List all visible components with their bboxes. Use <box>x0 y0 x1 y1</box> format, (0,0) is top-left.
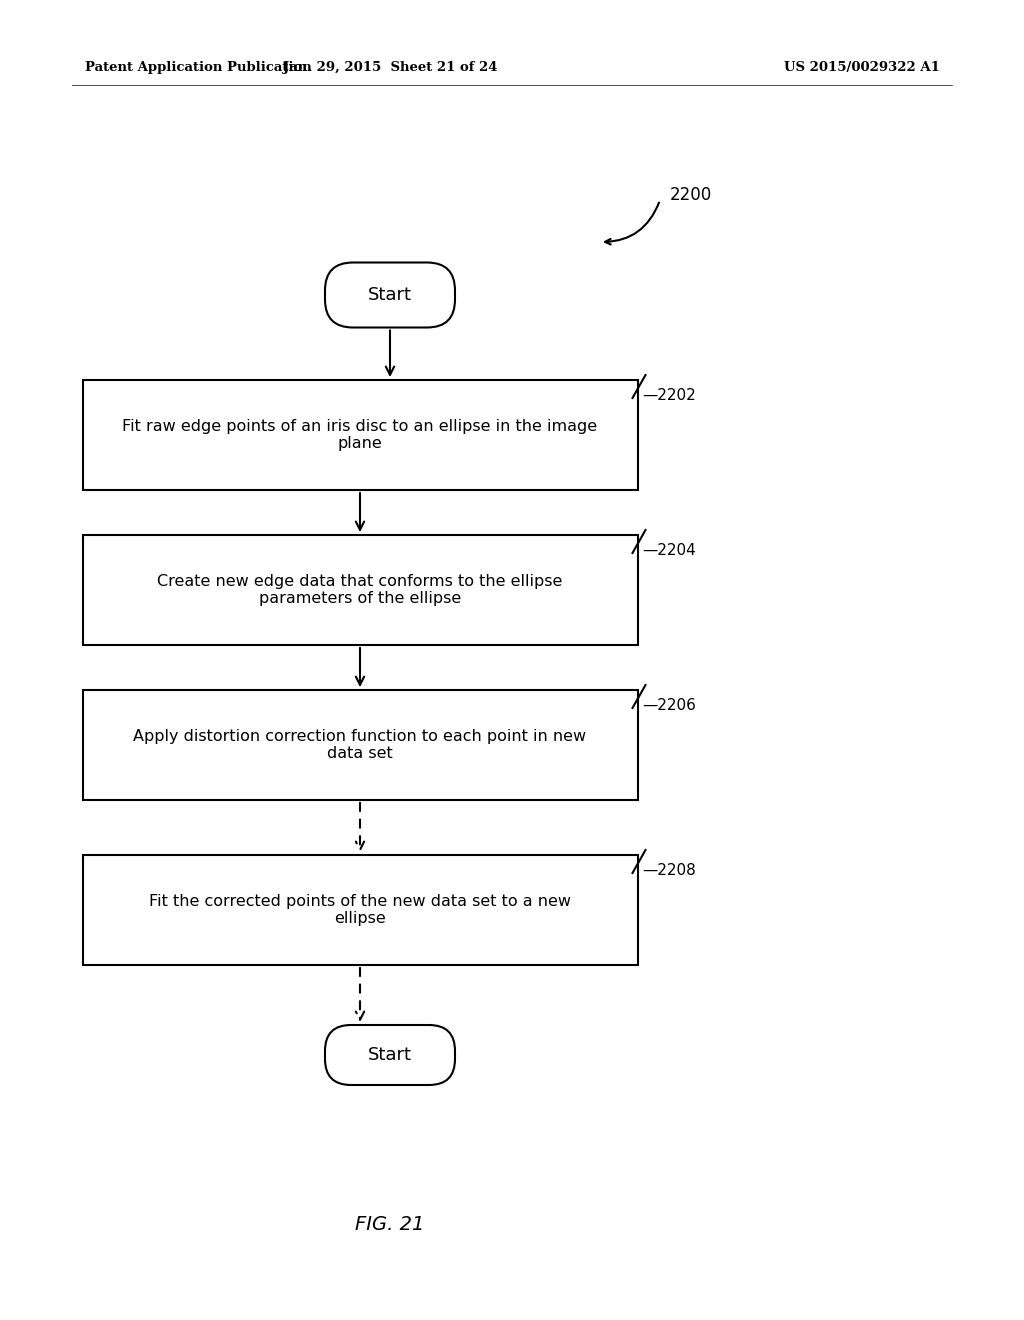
Bar <box>83 690 638 800</box>
FancyBboxPatch shape <box>325 1026 455 1085</box>
Text: Apply distortion correction function to each point in new
data set: Apply distortion correction function to … <box>133 729 587 762</box>
Text: 2200: 2200 <box>670 186 713 205</box>
Text: Jan. 29, 2015  Sheet 21 of 24: Jan. 29, 2015 Sheet 21 of 24 <box>283 62 498 74</box>
Bar <box>83 855 638 965</box>
Text: Fit raw edge points of an iris disc to an ellipse in the image
plane: Fit raw edge points of an iris disc to a… <box>123 418 598 451</box>
Text: Start: Start <box>368 286 412 304</box>
Text: Patent Application Publication: Patent Application Publication <box>85 62 311 74</box>
Text: FIG. 21: FIG. 21 <box>355 1216 425 1234</box>
Bar <box>83 380 638 490</box>
FancyBboxPatch shape <box>325 263 455 327</box>
Text: —2208: —2208 <box>642 863 696 878</box>
Text: Start: Start <box>368 1045 412 1064</box>
Text: —2202: —2202 <box>642 388 696 403</box>
Text: —2206: —2206 <box>642 698 696 713</box>
Text: US 2015/0029322 A1: US 2015/0029322 A1 <box>784 62 940 74</box>
Bar <box>83 535 638 645</box>
Text: Create new edge data that conforms to the ellipse
parameters of the ellipse: Create new edge data that conforms to th… <box>158 574 562 606</box>
Text: Fit the corrected points of the new data set to a new
ellipse: Fit the corrected points of the new data… <box>150 894 571 927</box>
Text: —2204: —2204 <box>642 543 696 558</box>
